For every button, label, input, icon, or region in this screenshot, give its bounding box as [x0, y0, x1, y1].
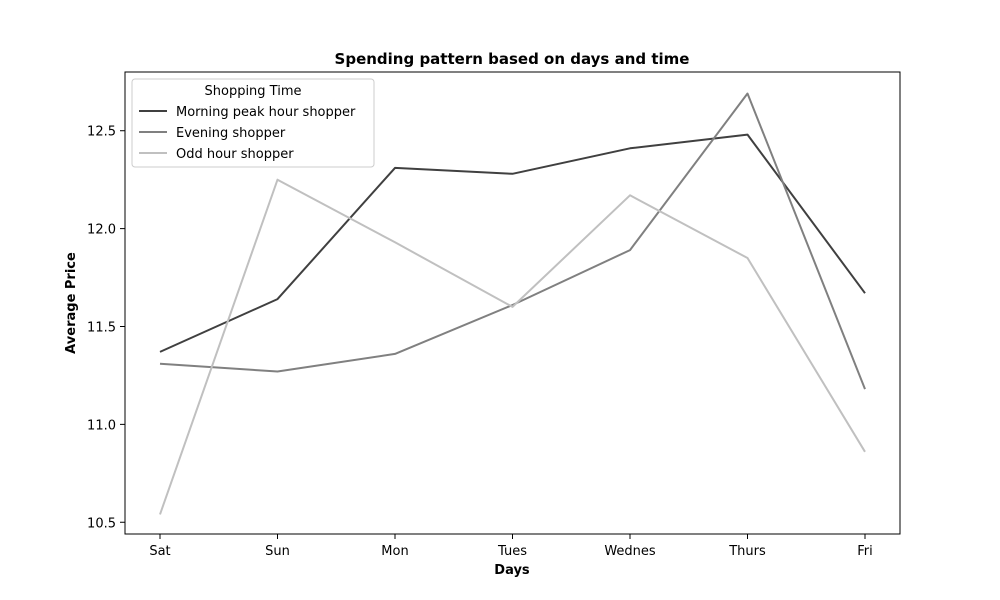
series-line-1	[159, 133, 866, 353]
y-tick-label: 11.5	[87, 320, 116, 335]
legend-entry-label: Evening shopper	[176, 126, 286, 141]
x-tick-label: Sun	[265, 544, 290, 559]
y-tick-label: 10.5	[87, 516, 116, 531]
legend-box	[131, 78, 375, 168]
x-tick-label: Thurs	[728, 544, 766, 559]
x-axis-title: Days	[494, 563, 530, 578]
series-line-3	[159, 178, 866, 515]
y-axis: 10.5 11.0 11.5 12.0 12.5	[87, 125, 125, 531]
y-tick-label: 12.0	[87, 223, 116, 238]
x-tick-label: Mon	[381, 544, 408, 559]
chart-title: Spending pattern based on days and time	[335, 50, 690, 68]
legend-entry-label: Morning peak hour shopper	[176, 105, 356, 120]
x-axis: Sat Sun Mon Tues Wednes Thurs Fri	[149, 534, 873, 559]
legend-title: Shopping Time	[205, 84, 302, 99]
x-tick-label: Sat	[149, 544, 170, 559]
y-tick-label: 12.5	[87, 125, 116, 140]
y-axis-title: Average Price	[64, 252, 79, 354]
x-tick-label: Tues	[497, 544, 527, 559]
series-line-2	[159, 92, 866, 390]
legend: Shopping Time Morning peak hour shopper E…	[131, 78, 375, 168]
series-layer	[159, 92, 866, 515]
x-tick-label: Wednes	[604, 544, 656, 559]
x-tick-label: Fri	[857, 544, 873, 559]
y-tick-label: 11.0	[87, 418, 116, 433]
legend-entry-label: Odd hour shopper	[176, 147, 294, 162]
